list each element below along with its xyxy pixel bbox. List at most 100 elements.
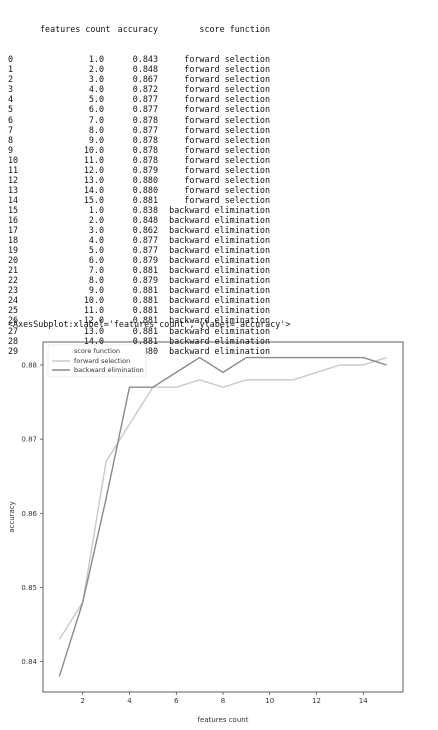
x-axis-ticks: 2 4 6 8 10 12 14 xyxy=(81,692,368,705)
cell-score-function: forward selection xyxy=(184,64,270,75)
row-index: 29 xyxy=(8,345,19,356)
cell-features-count: 4.0 xyxy=(88,84,104,95)
line-chart: 2 4 6 8 10 12 14 0.84 0.85 0.86 0.87 0.88 features… xyxy=(8,341,404,724)
row-index: 22 xyxy=(8,275,19,286)
cell-score-function: forward selection xyxy=(184,174,270,185)
cell-score-function: backward elimination xyxy=(169,315,270,326)
row-index: 17 xyxy=(8,225,19,236)
cell-score-function: backward elimination xyxy=(169,295,270,306)
row-index: 11 xyxy=(8,164,19,175)
legend-title: score function xyxy=(74,347,120,355)
cell-features-count: 2.0 xyxy=(88,214,104,225)
cell-score-function: backward elimination xyxy=(169,285,270,296)
row-index: 26 xyxy=(8,315,19,326)
row-index: 15 xyxy=(8,204,19,215)
column-header-accuracy: accuracy xyxy=(117,24,158,35)
cell-features-count: 11.0 xyxy=(83,154,104,165)
table-row: 25 11.0 0.881 backward elimination xyxy=(8,305,270,315)
row-index: 4 xyxy=(8,94,14,105)
cell-accuracy: 0.878 xyxy=(132,114,158,125)
cell-score-function: forward selection xyxy=(184,134,270,145)
cell-score-function: forward selection xyxy=(184,114,270,125)
series-line-backward-elimination xyxy=(58,356,387,677)
row-index: 6 xyxy=(8,114,14,125)
cell-score-function: forward selection xyxy=(184,164,270,175)
table-row: 16 2.0 0.848 backward elimination xyxy=(8,215,270,225)
cell-score-function: backward elimination xyxy=(169,225,270,236)
cell-accuracy: 0.867 xyxy=(132,74,158,85)
cell-features-count: 13.0 xyxy=(83,325,104,336)
cell-score-function: forward selection xyxy=(184,144,270,155)
table-row: 14 15.0 0.881 forward selection xyxy=(8,195,270,205)
table-row: 8 9.0 0.878 forward selection xyxy=(8,135,270,145)
cell-features-count: 3.0 xyxy=(88,225,104,236)
cell-score-function: forward selection xyxy=(184,194,270,205)
row-index: 25 xyxy=(8,305,19,316)
cell-score-function: forward selection xyxy=(184,104,270,115)
row-index: 16 xyxy=(8,214,19,225)
y-axis-label: accuracy xyxy=(8,501,16,533)
cell-score-function: forward selection xyxy=(184,74,270,85)
cell-accuracy: 0.880 xyxy=(132,184,158,195)
cell-accuracy: 0.848 xyxy=(132,64,158,75)
row-index: 10 xyxy=(8,154,19,165)
column-header-features-count: features count xyxy=(40,24,111,35)
row-index: 9 xyxy=(8,144,14,155)
cell-score-function: forward selection xyxy=(184,54,270,65)
cell-features-count: 15.0 xyxy=(83,194,104,205)
table-row: 24 10.0 0.881 backward elimination xyxy=(8,295,270,305)
cell-score-function: forward selection xyxy=(184,184,270,195)
cell-score-function: backward elimination xyxy=(169,245,270,256)
x-tick-label: 10 xyxy=(265,697,274,705)
table-row: 1 2.0 0.848 forward selection xyxy=(8,64,270,74)
cell-score-function: backward elimination xyxy=(169,275,270,286)
row-index: 21 xyxy=(8,265,19,276)
cell-score-function: backward elimination xyxy=(169,204,270,215)
cell-accuracy: 0.879 xyxy=(132,255,158,266)
row-index: 5 xyxy=(8,104,14,115)
cell-features-count: 1.0 xyxy=(88,54,104,65)
cell-accuracy: 0.838 xyxy=(132,204,158,215)
cell-score-function: backward elimination xyxy=(169,235,270,246)
cell-features-count: 6.0 xyxy=(88,255,104,266)
row-index: 19 xyxy=(8,245,19,256)
cell-score-function: backward elimination xyxy=(169,325,270,336)
table-body: 0 1.0 0.843 forward selection 1 2.0 0.848 forwa… xyxy=(8,54,270,355)
row-index: 23 xyxy=(8,285,19,296)
cell-features-count: 14.0 xyxy=(83,335,104,346)
cell-accuracy: 0.881 xyxy=(132,305,158,316)
table-row: 28 14.0 0.881 backward elimination xyxy=(8,336,270,346)
table-row: 4 5.0 0.877 forward selection xyxy=(8,94,270,104)
cell-accuracy: 0.881 xyxy=(132,295,158,306)
legend-box xyxy=(47,344,147,378)
table-row: 5 6.0 0.877 forward selection xyxy=(8,104,270,114)
cell-features-count: 1.0 xyxy=(88,204,104,215)
row-index: 8 xyxy=(8,134,14,145)
cell-features-count: 12.0 xyxy=(83,315,104,326)
table-row: 27 13.0 0.881 backward elimination xyxy=(8,326,270,336)
cell-accuracy: 0.877 xyxy=(132,235,158,246)
cell-score-function: backward elimination xyxy=(169,255,270,266)
row-index: 24 xyxy=(8,295,19,306)
cell-score-function: backward elimination xyxy=(169,265,270,276)
table-row: 18 4.0 0.877 backward elimination xyxy=(8,235,270,245)
cell-features-count: 7.0 xyxy=(88,265,104,276)
cell-features-count: 4.0 xyxy=(88,235,104,246)
cell-accuracy: 0.843 xyxy=(132,54,158,65)
cell-accuracy: 0.872 xyxy=(132,84,158,95)
cell-accuracy: 0.879 xyxy=(132,275,158,286)
cell-score-function: backward elimination xyxy=(169,345,270,356)
x-tick-label: 14 xyxy=(359,697,368,705)
cell-accuracy: 0.862 xyxy=(132,225,158,236)
row-index: 27 xyxy=(8,325,19,336)
table-row: 23 9.0 0.881 backward elimination xyxy=(8,285,270,295)
cell-score-function: forward selection xyxy=(184,84,270,95)
cell-features-count: 7.0 xyxy=(88,114,104,125)
table-row: 17 3.0 0.862 backward elimination xyxy=(8,225,270,235)
row-index: 20 xyxy=(8,255,19,266)
cell-score-function: forward selection xyxy=(184,124,270,135)
y-tick-label: 0.86 xyxy=(21,510,37,518)
table-row: 26 12.0 0.881 backward elimination xyxy=(8,315,270,325)
table-row: 12 13.0 0.880 forward selection xyxy=(8,175,270,185)
row-index: 0 xyxy=(8,54,14,65)
